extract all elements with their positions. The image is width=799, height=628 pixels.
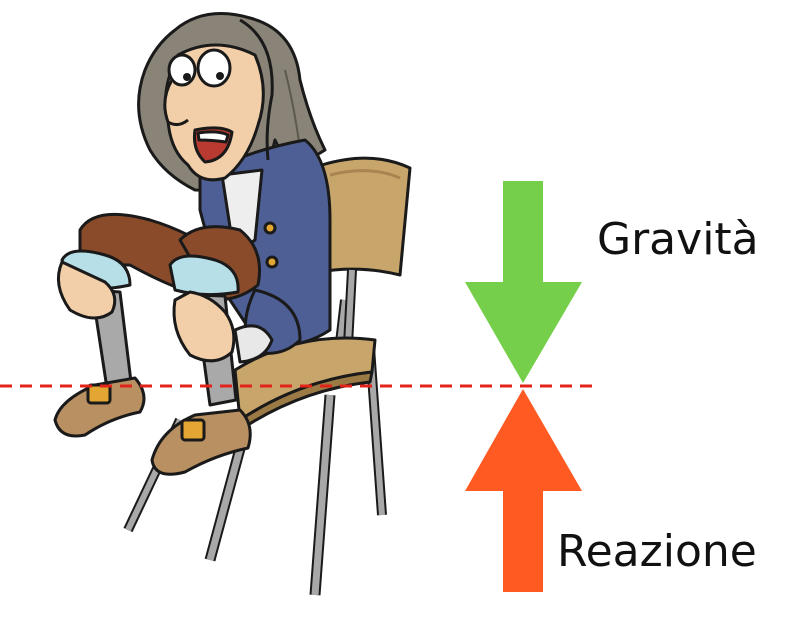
arrow-down-icon — [465, 181, 582, 383]
arrow-up-icon — [465, 389, 582, 592]
reaction-label: Reazione — [557, 526, 757, 577]
gravity-label: Gravità — [597, 214, 759, 265]
seated-man — [53, 12, 332, 476]
